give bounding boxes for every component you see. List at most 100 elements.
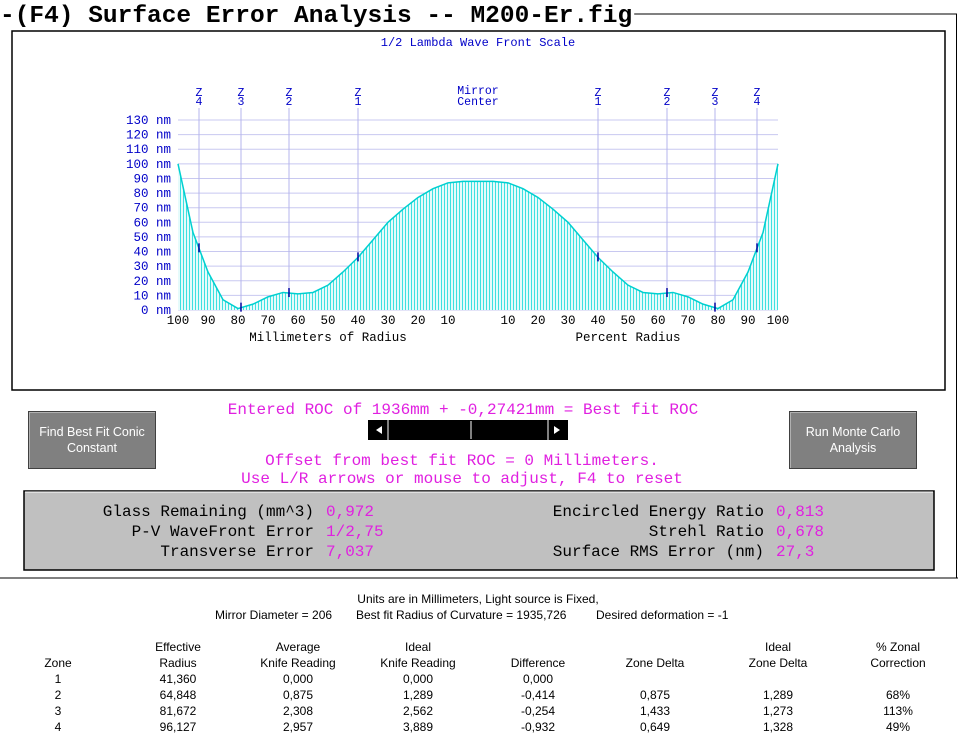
scroll-track[interactable] [368,420,568,440]
table-cell: -0,414 [521,688,555,702]
offset-text: Offset from best fit ROC = 0 Millimeters… [265,452,659,470]
table-cell: 64,848 [160,688,197,702]
table-cell: 49% [886,720,910,734]
monte-carlo-button[interactable]: Run Monte Carlo Analysis [789,411,917,469]
surface-area [178,163,778,310]
x-tick-label: 70 [260,314,275,328]
result-label: Surface RMS Error (nm) [553,543,764,561]
x-tick-label: 80 [710,314,725,328]
conic-button[interactable]: Find Best Fit Conic Constant [28,411,156,469]
zone-letter: Z [754,87,761,100]
zone-letter: Z [355,87,362,100]
roc-text: Entered ROC of 1936mm + -0,27421mm = Bes… [228,401,698,419]
zone-number: 4 [754,96,761,109]
table-cell: 3 [55,704,62,718]
x-tick-label: 80 [230,314,245,328]
zone-number: 1 [595,96,602,109]
x-axis-label: Millimeters of Radius [249,331,407,345]
zone-number: 3 [712,96,719,109]
y-tick-label: 130 nm [126,114,171,128]
x-tick-label: 60 [650,314,665,328]
table-cell: 1,273 [763,704,793,718]
scroll-right-arrow[interactable] [554,426,560,434]
y-tick-label: 10 nm [133,289,171,303]
x-tick-label: 40 [590,314,605,328]
info-item: Best fit Radius of Curvature = 1935,726 [356,608,567,622]
result-value: 0,972 [326,503,374,521]
x-tick-label: 30 [380,314,395,328]
zone-number: 4 [196,96,203,109]
table-cell: 1,328 [763,720,793,734]
zone-letter: Z [286,87,293,100]
table-cell: -0,932 [521,720,555,734]
y-tick-label: 90 nm [133,172,171,186]
result-label: Transverse Error [160,543,314,561]
table-cell: 68% [886,688,910,702]
table-cell: 3,889 [403,720,433,734]
table-header: Ideal [405,640,431,654]
y-tick-label: 30 nm [133,260,171,274]
x-tick-label: 10 [440,314,455,328]
table-header: Knife Reading [380,656,455,670]
y-tick-label: 110 nm [126,143,171,157]
table-header: Knife Reading [260,656,335,670]
zone-letter: Z [664,87,671,100]
zone-number: 1 [355,96,362,109]
hint-text: Use L/R arrows or mouse to adjust, F4 to… [241,470,683,488]
zone-number: 2 [664,96,671,109]
y-tick-label: 50 nm [133,231,171,245]
x-tick-label: 60 [290,314,305,328]
x-tick-label: 100 [767,314,790,328]
result-value: 1/2,75 [326,523,384,541]
info-item: Mirror Diameter = 206 [215,608,332,622]
table-cell: 0,875 [283,688,313,702]
table-header: Effective [155,640,201,654]
zone-table: Zone Effective Radius Average Knife Reading I… [44,640,925,734]
x-tick-label: 90 [200,314,215,328]
scroll-left-arrow[interactable] [376,426,382,434]
table-cell: 2 [55,688,62,702]
scrollbar[interactable] [368,420,568,440]
center-label: Center [457,96,498,109]
result-value: 0,678 [776,523,824,541]
surface-line [177,163,779,310]
table-cell: 113% [883,704,913,718]
x-tick-label: 50 [320,314,335,328]
table-cell: 4 [55,720,62,734]
table-header: Average [276,640,321,654]
zone-letter: Z [595,87,602,100]
x-tick-label: 70 [680,314,695,328]
zone-number: 2 [286,96,293,109]
table-cell: -0,254 [521,704,555,718]
y-tick-label: 120 nm [126,129,171,143]
chart-title: 1/2 Lambda Wave Front Scale [381,36,575,50]
x-tick-label: 50 [620,314,635,328]
result-label: P-V WaveFront Error [132,523,314,541]
table-cell: 1,289 [403,688,433,702]
x-tick-label: 100 [167,314,190,328]
table-cell: 2,562 [403,704,433,718]
x-tick-label: 20 [530,314,545,328]
table-cell: 1 [55,672,62,686]
result-value: 7,037 [326,543,374,561]
table-cell: 2,957 [283,720,313,734]
result-label: Encircled Energy Ratio [553,503,764,521]
table-header: Radius [159,656,196,670]
x-axis-label: Percent Radius [575,331,680,345]
zone-letter: Z [196,87,203,100]
zone-letter: Z [712,87,719,100]
results-panel [23,490,935,571]
table-cell: 0,000 [403,672,433,686]
table-cell: 1,289 [763,688,793,702]
result-value: 27,3 [776,543,814,561]
info-item: Desired deformation = -1 [596,608,729,622]
table-header: % Zonal [876,640,920,654]
table-cell: 0,875 [640,688,670,702]
center-label: Mirror [457,85,498,98]
y-tick-label: 80 nm [133,187,171,201]
table-cell: 81,672 [160,704,197,718]
x-tick-label: 30 [560,314,575,328]
